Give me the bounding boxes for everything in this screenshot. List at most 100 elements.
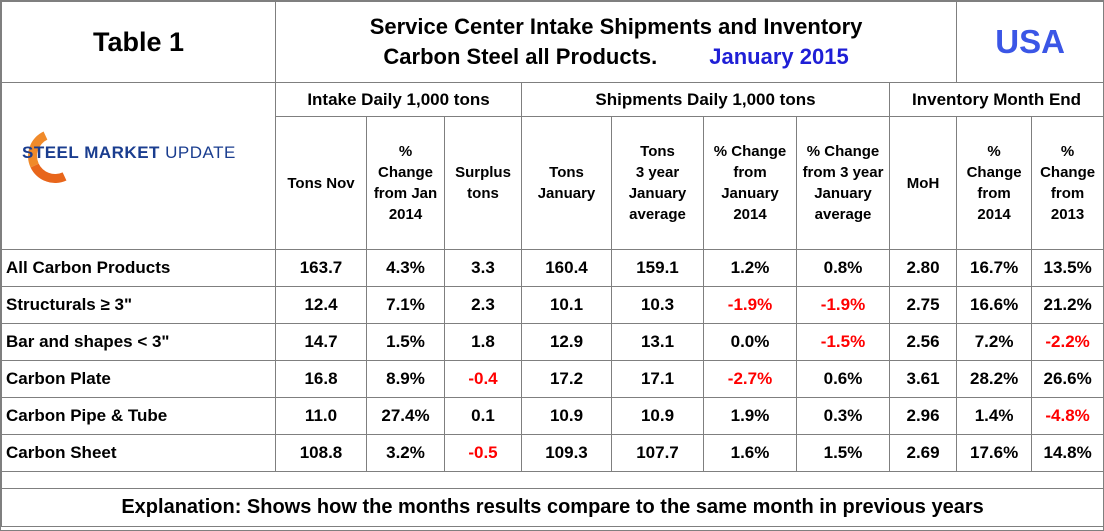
table-cell: 3.3 [444, 249, 522, 287]
table-cell: 13.1 [611, 323, 704, 361]
table-cell: 1.4% [956, 397, 1033, 435]
table-cell: 14.7 [275, 323, 367, 361]
table-cell: 11.0 [275, 397, 367, 435]
table-cell: 3.2% [366, 434, 445, 472]
column-header: Tons 3 year January average [611, 116, 704, 250]
table-cell: 107.7 [611, 434, 704, 472]
spacer-row [0, 471, 1104, 489]
report-date: January 2015 [709, 44, 849, 69]
column-header-line: % [398, 143, 413, 160]
column-header-line: January [537, 185, 596, 202]
table-cell: 13.5% [1031, 249, 1104, 287]
table-label: Table 1 [1, 1, 276, 83]
table-cell: 1.5% [796, 434, 890, 472]
column-header-line: Surplus [455, 164, 511, 181]
table-cell: 0.3% [796, 397, 890, 435]
table-cell: 2.69 [888, 434, 958, 472]
table-cell: 16.6% [956, 286, 1033, 324]
column-header: % Change from Jan 2014 [366, 116, 445, 250]
table-cell: 10.3 [611, 286, 704, 324]
table-cell: 2.75 [888, 286, 958, 324]
table-cell: 17.6% [956, 434, 1033, 472]
table-cell: 1.5% [366, 323, 445, 361]
table-cell: 160.4 [521, 249, 612, 287]
table-cell: 0.8% [796, 249, 890, 287]
table-cell: 16.8 [275, 360, 367, 398]
row-label: Structurals ≥ 3" [1, 286, 276, 324]
column-header-row: Tons Nov% Change from Jan 2014 Surplus tons To… [2, 116, 1104, 250]
column-header-line: January [721, 185, 779, 202]
column-header-line: % Change [713, 143, 787, 160]
column-header-line: from [977, 185, 1011, 202]
shipments-group-header: Shipments Daily 1,000 tons [521, 82, 890, 117]
row-label: Bar and shapes < 3" [1, 323, 276, 361]
column-header-line: 2013 [1050, 206, 1085, 223]
row-label: Carbon Pipe & Tube [1, 397, 276, 435]
table-cell: 27.4% [366, 397, 445, 435]
table-cell: -1.5% [796, 323, 890, 361]
report-title: Service Center Intake Shipments and Inve… [274, 1, 958, 83]
column-header-line: % [1060, 143, 1075, 160]
column-header-line: tons [467, 185, 499, 202]
column-header-line: 2014 [388, 206, 423, 223]
table-row: Carbon Sheet 108.8 3.2% -0.5 109.3 107.7 1.6% 1… [1, 434, 1104, 472]
table-cell: -1.9% [796, 286, 890, 324]
explanation-note: Explanation: Shows how the months result… [0, 488, 1104, 527]
row-label: All Carbon Products [1, 249, 276, 287]
table-cell: 2.3 [444, 286, 522, 324]
column-header-line: from Jan [373, 185, 438, 202]
table-cell: 108.8 [275, 434, 367, 472]
table-cell: 0.0% [703, 323, 797, 361]
table-cell: 163.7 [275, 249, 367, 287]
table-cell: 0.1 [444, 397, 522, 435]
table-row: Bar and shapes < 3" 14.7 1.5% 1.8 12.9 13.1 0.… [1, 323, 1104, 361]
table-cell: 12.4 [275, 286, 367, 324]
intake-group-header: Intake Daily 1,000 tons [275, 82, 522, 117]
table-cell: 10.9 [521, 397, 612, 435]
column-header-line: from [1050, 185, 1085, 202]
table-cell: 7.2% [956, 323, 1033, 361]
title-line-2: Carbon Steel all Products. January 2015 [277, 42, 956, 72]
table-cell: 10.1 [521, 286, 612, 324]
table-cell: 14.8% [1031, 434, 1104, 472]
table-cell: 1.2% [703, 249, 797, 287]
column-header-line: 3 year [635, 164, 680, 181]
column-header: Tons Nov [275, 116, 367, 250]
column-header-line: Change [377, 164, 433, 181]
table-cell: 2.56 [888, 323, 958, 361]
title-subject: Carbon Steel all Products. [383, 44, 658, 69]
column-header-line: % Change [806, 143, 880, 160]
logo-wordmark: STEEL MARKET UPDATE [22, 143, 236, 162]
table-cell: 8.9% [366, 360, 445, 398]
table-cell: 7.1% [366, 286, 445, 324]
table-cell: 2.96 [888, 397, 958, 435]
column-header-line: Change [1040, 164, 1096, 181]
column-header: % Change from 2014 [956, 116, 1033, 250]
column-header-line: Tons [549, 164, 584, 181]
table-cell: 1.8 [444, 323, 522, 361]
steel-market-update-logo: STEEL MARKET UPDATE [1, 82, 276, 250]
column-header-line: from 3 year [802, 164, 884, 181]
table-cell: 26.6% [1031, 360, 1104, 398]
column-header-line: MoH [906, 174, 940, 192]
table-cell: -0.4 [444, 360, 522, 398]
table-cell: 12.9 [521, 323, 612, 361]
inventory-group-header: Inventory Month End [888, 82, 1104, 117]
column-header: % Change from January 2014 [703, 116, 797, 250]
table-cell: 10.9 [611, 397, 704, 435]
region-label: USA [956, 1, 1104, 83]
column-header-line: average [629, 206, 686, 223]
column-header-line: from [733, 164, 767, 181]
table-cell: 0.6% [796, 360, 890, 398]
column-header: % Change from 3 year January average [796, 116, 890, 250]
column-header-line: Change [966, 164, 1022, 181]
column-header: MoH [888, 116, 958, 250]
column-header-line: 2014 [977, 206, 1011, 223]
table-cell: 2.80 [888, 249, 958, 287]
row-label: Carbon Sheet [1, 434, 276, 472]
title-line-1: Service Center Intake Shipments and Inve… [369, 14, 863, 39]
column-header-line: January [628, 185, 687, 202]
column-header: % Change from 2013 [1031, 116, 1104, 250]
table-cell: 28.2% [956, 360, 1033, 398]
